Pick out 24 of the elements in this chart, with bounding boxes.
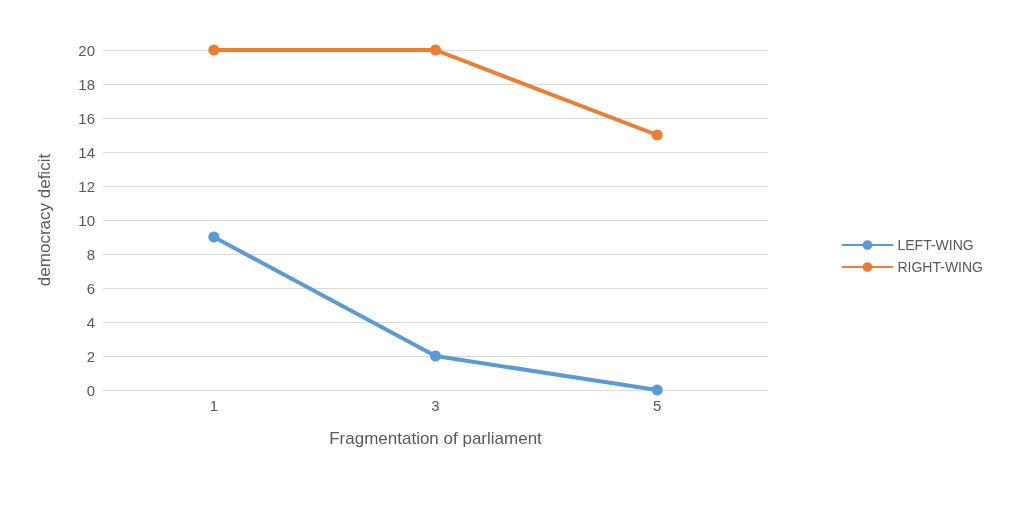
point <box>208 231 220 243</box>
y-tick-label: 14 <box>78 143 95 161</box>
y-tick-label: 6 <box>86 279 95 297</box>
y-tick-label: 18 <box>78 75 95 93</box>
x-tick-label: 1 <box>209 397 219 414</box>
legend-label: RIGHT-WING <box>897 259 983 275</box>
x-tick-label: 5 <box>652 397 662 414</box>
point <box>430 44 441 56</box>
point <box>430 350 441 362</box>
y-tick-label: 8 <box>86 245 95 263</box>
y-tick-label: 4 <box>86 313 95 331</box>
y-tick-label: 12 <box>78 177 95 195</box>
x-tick-label: 3 <box>431 397 440 414</box>
y-tick-label: 10 <box>78 211 95 229</box>
legend-label: LEFT-WING <box>897 237 974 253</box>
point <box>651 384 663 396</box>
y-tick-label: 2 <box>86 347 95 365</box>
y-axis-title: democracy deficit <box>35 153 54 287</box>
y-tick-label: 20 <box>78 41 95 59</box>
y-tick-label: 16 <box>78 109 95 127</box>
y-tick-label: 0 <box>86 381 95 399</box>
point <box>208 44 220 56</box>
point <box>651 129 663 141</box>
x-axis-title: Fragmentation of parliament <box>329 429 543 448</box>
